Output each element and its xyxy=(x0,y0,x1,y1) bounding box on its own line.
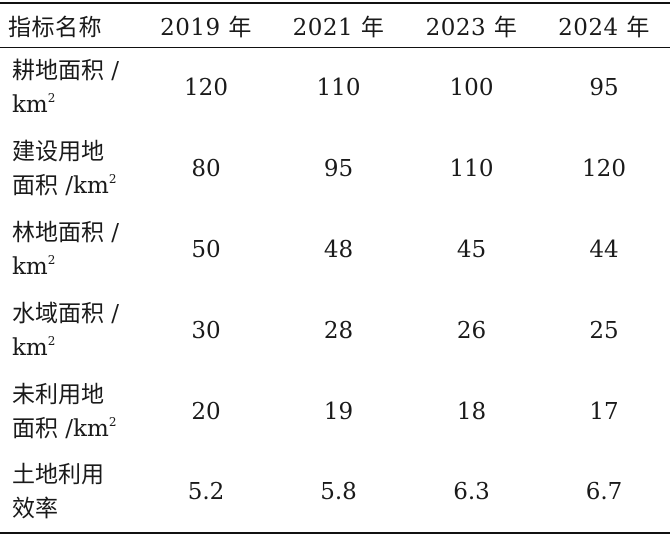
unit-superscript: 2 xyxy=(47,252,56,267)
row-label-line2: km xyxy=(12,253,48,280)
row-label-line1: 林地面积 / xyxy=(12,219,120,246)
row-label-line2: 面积 /km xyxy=(12,172,109,199)
table-row-forest-land: 林地面积 / km2 50 48 45 44 xyxy=(0,209,670,290)
table-cell: 26 xyxy=(456,317,487,344)
table-cell: 110 xyxy=(316,74,361,101)
header-year-2019: 2019 年 xyxy=(160,15,252,42)
table-cell: 17 xyxy=(589,398,619,425)
header-year-2021: 2021 年 xyxy=(292,15,385,42)
table-cell: 5.8 xyxy=(320,479,357,505)
table-cell: 80 xyxy=(191,155,221,182)
table-row-land-use-efficiency: 土地利用 效率 5.2 5.8 6.3 6.7 xyxy=(0,452,670,533)
unit-superscript: 2 xyxy=(108,171,117,186)
table-cell: 30 xyxy=(191,317,221,344)
table-cell: 25 xyxy=(589,317,619,344)
table-cell: 100 xyxy=(449,74,494,101)
table-cell: 18 xyxy=(456,398,487,425)
row-label: 建设用地 面积 /km2 xyxy=(0,128,140,209)
header-indicator-name: 指标名称 xyxy=(8,15,102,42)
table-cell: 120 xyxy=(582,155,626,182)
table-cell: 45 xyxy=(456,236,487,263)
row-label-line1: 建设用地 xyxy=(12,138,104,165)
table-row-unused-land: 未利用地 面积 /km2 20 19 18 17 xyxy=(0,371,670,452)
row-label-line1: 土地利用 xyxy=(12,462,104,488)
table-cell: 95 xyxy=(589,74,619,101)
row-label-line1: 水域面积 / xyxy=(12,300,120,327)
table-cell: 28 xyxy=(323,317,354,344)
table-cell: 19 xyxy=(323,398,354,425)
table-cell: 120 xyxy=(184,74,228,101)
row-label-line2: 效率 xyxy=(12,496,58,522)
row-label-line1: 未利用地 xyxy=(12,381,104,408)
table-row-cultivated-land: 耕地面积 / km2 120 110 100 95 xyxy=(0,47,670,128)
table-cell: 48 xyxy=(323,236,354,263)
table-cell: 6.7 xyxy=(585,479,623,505)
unit-superscript: 2 xyxy=(47,333,56,348)
row-label: 耕地面积 / km2 xyxy=(0,47,140,128)
table-cell: 50 xyxy=(191,236,221,263)
table-row-water-area: 水域面积 / km2 30 28 26 25 xyxy=(0,290,670,371)
row-label: 林地面积 / km2 xyxy=(0,209,140,290)
table-cell: 5.2 xyxy=(187,479,225,505)
table-cell: 6.3 xyxy=(453,479,490,505)
row-label-line2: km xyxy=(12,91,48,118)
header-year-2023: 2023 年 xyxy=(425,15,518,42)
row-label: 未利用地 面积 /km2 xyxy=(0,371,140,452)
table-cell: 95 xyxy=(323,155,354,182)
row-label: 水域面积 / km2 xyxy=(0,290,140,371)
table-cell: 110 xyxy=(449,155,494,182)
table-row-construction-land: 建设用地 面积 /km2 80 95 110 120 xyxy=(0,128,670,209)
row-label-line2: 面积 /km xyxy=(12,415,109,442)
header-row: 指标名称 2019 年 2021 年 2023 年 2024 年 xyxy=(0,3,670,47)
unit-superscript: 2 xyxy=(47,90,56,105)
table-header: 指标名称 2019 年 2021 年 2023 年 2024 年 xyxy=(0,3,670,47)
row-label: 土地利用 效率 xyxy=(0,452,140,533)
row-label-line1: 耕地面积 / xyxy=(12,57,120,84)
unit-superscript: 2 xyxy=(108,414,117,429)
table-body: 耕地面积 / km2 120 110 100 95 建设用地 面积 /km2 8… xyxy=(0,47,670,533)
header-year-2024: 2024 年 xyxy=(558,15,650,42)
row-label-line2: km xyxy=(12,334,48,361)
table-cell: 44 xyxy=(589,236,619,263)
table-cell: 20 xyxy=(191,398,221,425)
